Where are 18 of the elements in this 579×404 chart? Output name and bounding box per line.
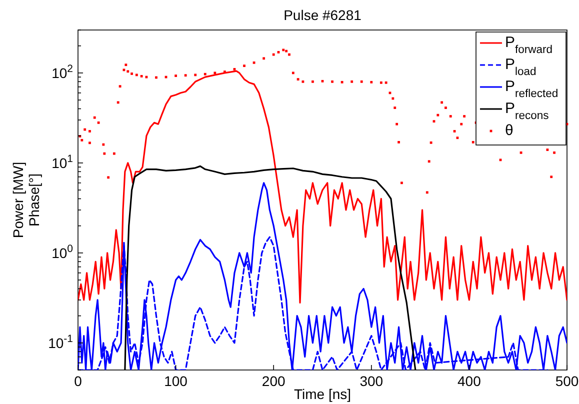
x-tick-label: 400: [458, 373, 482, 389]
x-tick-label: 0: [74, 373, 82, 389]
legend-label: θ: [505, 122, 514, 139]
x-tick-label: 200: [262, 373, 286, 389]
legend-label: P$_{load}$: [505, 56, 536, 78]
y-tick-label: 10$^{-1}$: [48, 332, 74, 351]
chart-title: Pulse #6281: [284, 7, 362, 23]
legend-label: P$_{reflected}$: [505, 78, 558, 100]
y-tick-label: 10$^{0}$: [52, 242, 74, 261]
x-axis-title: Time [ns]: [294, 386, 352, 402]
x-tick-label: 500: [555, 373, 579, 389]
y-axis-title: Power [MW] Phase[°]: [10, 162, 42, 238]
y-tick-label: 10$^{1}$: [52, 152, 74, 171]
legend-label: P$_{forward}$: [505, 34, 553, 56]
y-tick-label: 10$^{2}$: [52, 62, 74, 81]
x-tick-label: 300: [360, 373, 384, 389]
x-tick-label: 100: [164, 373, 188, 389]
legend-label: P$_{recons}$: [505, 100, 550, 122]
